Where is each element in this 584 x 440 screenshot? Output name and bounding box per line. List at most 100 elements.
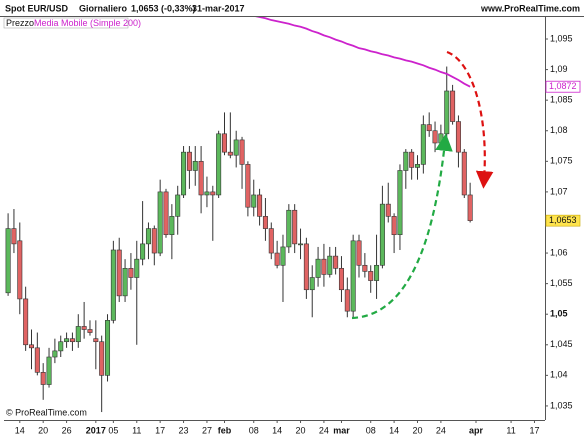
candle-body	[93, 338, 99, 343]
candle-body	[58, 341, 64, 352]
candle-body	[34, 347, 40, 373]
x-tick-label: 20	[412, 425, 422, 435]
candle-body	[414, 164, 420, 168]
candle-body	[368, 271, 374, 281]
period: Giornaliero	[79, 3, 128, 13]
candle-body	[46, 356, 52, 385]
x-tick-label: apr	[469, 425, 484, 435]
arrow-up	[351, 133, 453, 320]
candle-body	[75, 326, 81, 343]
candle-body	[216, 133, 222, 196]
plot	[5, 17, 473, 413]
candle-body	[274, 252, 280, 266]
legend-ma: Media Mobile (Simple 200)	[34, 18, 141, 28]
y-tick-label: 1,05	[550, 309, 568, 319]
candle-body	[450, 90, 456, 122]
candle-body	[204, 191, 210, 196]
candle-body	[5, 228, 11, 294]
candle-body	[163, 191, 169, 236]
candle-body	[64, 338, 70, 343]
candle-body	[192, 161, 198, 171]
x-tick-label: feb	[218, 425, 232, 435]
candle-body	[227, 151, 233, 156]
x-tick-label: 14	[389, 425, 399, 435]
y-tick-label: 1,07	[550, 186, 568, 196]
x-tick-label: 08	[366, 425, 376, 435]
candle-body	[467, 194, 473, 221]
candle-body	[169, 216, 175, 236]
candle-body	[151, 228, 157, 254]
candle-body	[280, 246, 286, 266]
candle-body	[239, 139, 245, 165]
candle-body	[461, 151, 467, 196]
site: www.ProRealTime.com	[480, 3, 580, 13]
y-tick-label: 1,035	[550, 400, 573, 410]
date: 31-mar-2017	[192, 3, 245, 13]
candle-body	[23, 298, 29, 346]
candle-body	[69, 338, 75, 343]
x-tick-label: 20	[296, 425, 306, 435]
y-tick-label: 1,045	[550, 339, 573, 349]
x-tick-label: 14	[15, 425, 25, 435]
candle-body	[81, 326, 87, 330]
moving-average	[255, 17, 471, 88]
candle-body	[87, 329, 93, 333]
x-tick-label: mar	[333, 425, 350, 435]
candle-body	[432, 130, 438, 144]
candle-body	[455, 121, 461, 153]
candle-body	[233, 139, 239, 156]
candle-body	[303, 243, 309, 291]
x-tick-label: 24	[319, 425, 329, 435]
x-tick-label: 23	[179, 425, 189, 435]
x-tick-label: 17	[529, 425, 539, 435]
x-tick-label: 17	[155, 425, 165, 435]
legend-box	[3, 17, 129, 29]
y-tick-label: 1,08	[550, 125, 568, 135]
price-value-label: 1,0653	[549, 215, 577, 225]
candle-body	[11, 228, 17, 245]
x-tick-label: 05	[108, 425, 118, 435]
candle-body	[444, 90, 450, 135]
candle-body	[420, 124, 426, 165]
x-tick-label: 20	[38, 425, 48, 435]
x-tick-label: 11	[506, 425, 515, 435]
candle-body	[385, 203, 391, 217]
y-tick-label: 1,06	[550, 247, 568, 257]
candle-body	[116, 249, 122, 297]
x-tick-label: 2017	[86, 425, 106, 435]
candle-body	[379, 203, 385, 266]
candle-body	[356, 240, 362, 266]
candle-body	[426, 124, 432, 132]
candle-body	[134, 258, 140, 278]
candle-body	[309, 277, 315, 291]
price-value-box	[545, 214, 581, 227]
candle-body	[40, 372, 46, 385]
arrow-down	[446, 50, 494, 189]
candle-body	[52, 350, 58, 358]
candle-body	[99, 341, 105, 376]
candle-body	[186, 151, 192, 171]
candle-body	[157, 191, 163, 254]
y-tick-label: 1,04	[550, 370, 568, 380]
quote: 1,0653 (-0,33%)	[131, 3, 196, 13]
candle-body	[128, 268, 134, 278]
candle-body	[438, 133, 444, 144]
x-tick-label: 26	[62, 425, 72, 435]
candle-body	[140, 243, 146, 260]
candle-body	[210, 191, 216, 196]
candle-body	[198, 161, 204, 196]
x-tick-label: 24	[436, 425, 446, 435]
footer: © ProRealTime.com	[6, 407, 87, 417]
candle-body	[268, 228, 274, 254]
candle-body	[321, 258, 327, 275]
candle-body	[245, 164, 251, 208]
candle-body	[397, 170, 403, 236]
y-tick-label: 1,075	[550, 156, 573, 166]
candle-body	[145, 228, 151, 245]
candle-body	[315, 258, 321, 278]
candle-body	[175, 194, 181, 217]
x-tick-label: 08	[249, 425, 259, 435]
x-tick-label: 14	[272, 425, 282, 435]
